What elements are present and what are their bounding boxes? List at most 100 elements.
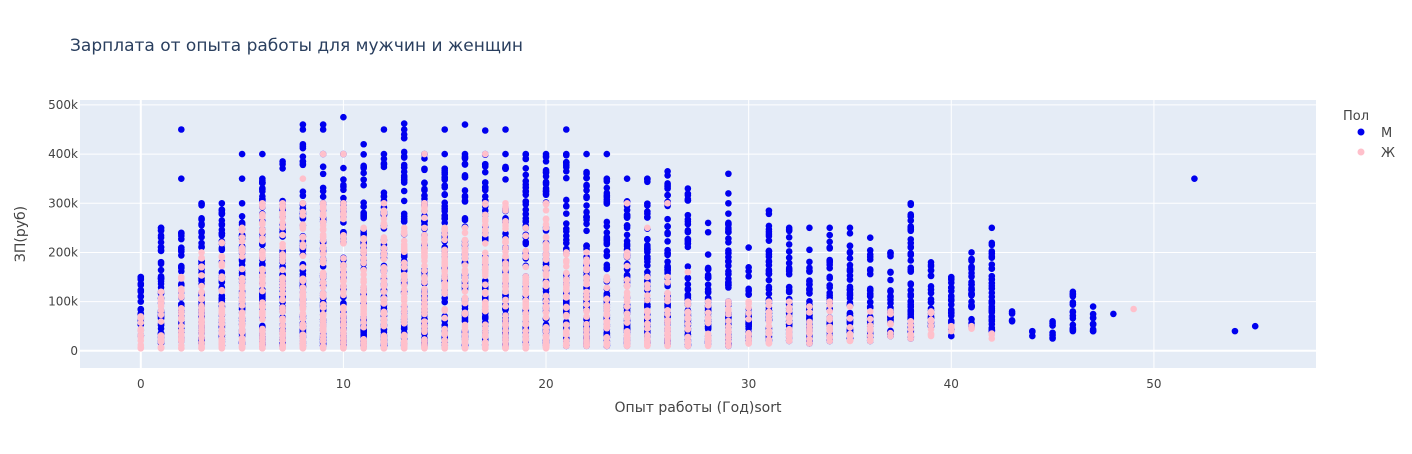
data-point[interactable]: [502, 176, 509, 183]
data-point[interactable]: [319, 279, 327, 287]
data-point[interactable]: [400, 320, 408, 327]
data-point[interactable]: [704, 281, 712, 288]
data-point[interactable]: [198, 244, 205, 251]
data-point[interactable]: [400, 177, 408, 184]
data-point[interactable]: [157, 311, 165, 319]
data-point[interactable]: [319, 293, 327, 301]
data-point[interactable]: [198, 221, 205, 229]
data-point[interactable]: [806, 327, 813, 334]
data-point[interactable]: [461, 121, 469, 128]
data-point[interactable]: [806, 339, 813, 347]
data-point[interactable]: [178, 322, 185, 330]
data-point[interactable]: [340, 283, 347, 291]
data-point[interactable]: [583, 307, 590, 314]
data-point[interactable]: [279, 331, 286, 338]
data-point[interactable]: [947, 324, 955, 332]
data-point[interactable]: [441, 126, 449, 133]
data-point[interactable]: [623, 206, 631, 214]
data-point[interactable]: [218, 244, 226, 252]
data-point[interactable]: [806, 277, 813, 284]
data-point[interactable]: [806, 246, 813, 254]
data-point[interactable]: [380, 288, 388, 296]
data-point[interactable]: [178, 293, 185, 301]
data-point[interactable]: [380, 215, 388, 222]
data-point[interactable]: [360, 266, 367, 274]
data-point[interactable]: [583, 220, 590, 228]
data-point[interactable]: [259, 334, 266, 342]
data-point[interactable]: [198, 214, 205, 222]
data-point[interactable]: [238, 289, 246, 297]
data-point[interactable]: [603, 276, 611, 284]
data-point[interactable]: [562, 287, 570, 294]
data-point[interactable]: [644, 320, 651, 327]
data-point[interactable]: [178, 314, 185, 321]
data-point[interactable]: [988, 272, 996, 280]
data-point[interactable]: [400, 273, 408, 281]
data-point[interactable]: [664, 172, 671, 179]
data-point[interactable]: [218, 273, 226, 280]
data-point[interactable]: [988, 331, 996, 339]
data-point[interactable]: [502, 230, 509, 237]
data-point[interactable]: [218, 295, 226, 302]
data-point[interactable]: [542, 158, 550, 165]
data-point[interactable]: [826, 314, 834, 322]
data-point[interactable]: [400, 230, 408, 238]
data-point[interactable]: [968, 256, 975, 263]
data-point[interactable]: [157, 234, 165, 241]
data-point[interactable]: [421, 207, 428, 214]
data-point[interactable]: [400, 153, 408, 160]
data-point[interactable]: [481, 150, 489, 158]
data-point[interactable]: [481, 168, 489, 176]
data-point[interactable]: [664, 250, 671, 257]
data-point[interactable]: [360, 176, 367, 183]
data-point[interactable]: [218, 210, 226, 218]
data-point[interactable]: [785, 336, 793, 344]
data-point[interactable]: [340, 262, 347, 269]
data-point[interactable]: [340, 254, 347, 262]
data-point[interactable]: [623, 262, 631, 270]
data-point[interactable]: [461, 309, 469, 317]
data-point[interactable]: [380, 189, 388, 196]
data-point[interactable]: [522, 188, 530, 195]
data-point[interactable]: [421, 323, 428, 331]
data-point[interactable]: [340, 186, 347, 194]
data-point[interactable]: [826, 244, 834, 251]
data-point[interactable]: [441, 191, 449, 199]
data-point[interactable]: [279, 266, 286, 274]
data-point[interactable]: [583, 288, 590, 296]
data-point[interactable]: [826, 307, 834, 315]
data-point[interactable]: [461, 173, 469, 181]
data-point[interactable]: [461, 193, 469, 201]
data-point[interactable]: [1029, 328, 1036, 336]
data-point[interactable]: [441, 236, 449, 244]
data-point[interactable]: [562, 203, 570, 210]
data-point[interactable]: [623, 342, 631, 349]
data-point[interactable]: [299, 284, 307, 291]
data-point[interactable]: [603, 150, 611, 158]
data-point[interactable]: [461, 324, 469, 331]
data-point[interactable]: [583, 313, 590, 320]
data-point[interactable]: [238, 253, 246, 260]
data-point[interactable]: [583, 187, 590, 194]
data-point[interactable]: [481, 290, 489, 298]
data-point[interactable]: [157, 343, 165, 351]
data-point[interactable]: [259, 267, 266, 274]
data-point[interactable]: [907, 224, 915, 232]
data-point[interactable]: [785, 270, 793, 278]
data-point[interactable]: [400, 168, 408, 176]
data-point[interactable]: [562, 313, 570, 320]
data-point[interactable]: [927, 316, 935, 324]
data-point[interactable]: [522, 253, 530, 261]
data-point[interactable]: [623, 199, 631, 207]
data-point[interactable]: [988, 261, 996, 268]
data-point[interactable]: [400, 302, 408, 309]
data-point[interactable]: [279, 231, 286, 239]
data-point[interactable]: [481, 333, 489, 340]
data-point[interactable]: [623, 283, 631, 290]
data-point[interactable]: [502, 248, 509, 255]
data-point[interactable]: [218, 320, 226, 328]
data-point[interactable]: [866, 286, 874, 294]
data-point[interactable]: [968, 286, 975, 294]
data-point[interactable]: [1130, 305, 1137, 313]
data-point[interactable]: [319, 315, 327, 323]
